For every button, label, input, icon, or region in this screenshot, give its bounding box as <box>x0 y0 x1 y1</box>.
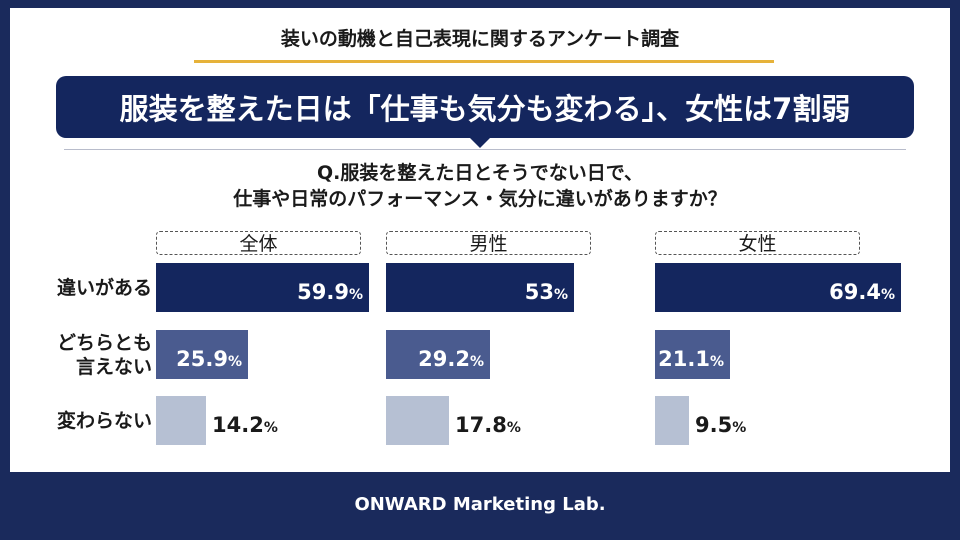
bar <box>156 330 248 379</box>
headline-pointer <box>468 136 492 148</box>
bar-value-label: 9.5% <box>695 410 746 443</box>
bar-value: 14.2 <box>212 412 264 437</box>
bar <box>386 263 574 312</box>
row-label-line: どちらとも <box>56 331 152 354</box>
bar <box>655 263 901 312</box>
question-text: Q.服装を整えた日とそうでない日で、 仕事や日常のパフォーマンス・気分に違いがあ… <box>0 160 960 212</box>
group-header-1: 男性 <box>386 231 591 255</box>
question-line-2: 仕事や日常のパフォーマンス・気分に違いがありますか？ <box>233 188 727 210</box>
bar-value: 29.2 <box>418 346 470 371</box>
headline-text: 服装を整えた日は「仕事も気分も変わる」、女性は7割弱 <box>119 92 851 126</box>
question-line-1: Q.服装を整えた日とそうでない日で、 <box>316 162 644 184</box>
bar-value-label: 21.1% <box>658 344 724 377</box>
bar-value: 21.1 <box>658 346 710 371</box>
bar <box>156 396 206 445</box>
title-underline <box>194 60 774 63</box>
bar <box>655 330 730 379</box>
percent-unit: % <box>732 419 747 436</box>
bar <box>386 330 490 379</box>
row-label-line: 違いがある <box>56 276 152 299</box>
bar-value-label: 59.9% <box>297 277 363 310</box>
percent-unit: % <box>263 419 278 436</box>
bar <box>156 263 369 312</box>
bar-value: 53 <box>524 279 554 304</box>
bar-value: 9.5 <box>695 412 733 437</box>
bar-value-label: 25.9% <box>176 344 242 377</box>
percent-unit: % <box>227 353 242 370</box>
percent-unit: % <box>469 353 484 370</box>
bar <box>386 396 449 445</box>
footer-brand: ONWARD Marketing Lab. <box>354 494 606 515</box>
bar-value-label: 17.8% <box>455 410 521 443</box>
bar-value-label: 14.2% <box>212 410 278 443</box>
headline-banner: 服装を整えた日は「仕事も気分も変わる」、女性は7割弱 <box>56 76 914 138</box>
bar-value-label: 53% <box>525 277 568 310</box>
bar-value: 59.9 <box>297 279 349 304</box>
bar-value: 25.9 <box>176 346 228 371</box>
percent-unit: % <box>553 286 568 303</box>
survey-title: 装いの動機と自己表現に関するアンケート調査 <box>280 28 680 50</box>
percent-unit: % <box>880 286 895 303</box>
percent-unit: % <box>506 419 521 436</box>
bar-value-label: 29.2% <box>418 344 484 377</box>
row-label-2: 変わらない <box>57 409 152 433</box>
row-label-line: 変わらない <box>56 409 152 432</box>
group-header-2: 女性 <box>655 231 860 255</box>
group-header-0: 全体 <box>156 231 361 255</box>
row-label-line: 言えない <box>75 355 152 378</box>
row-label-1: どちらとも 言えない <box>57 331 152 379</box>
bar-value-label: 69.4% <box>829 277 895 310</box>
divider-line <box>64 149 906 150</box>
row-label-0: 違いがある <box>57 276 152 300</box>
bar-value: 17.8 <box>455 412 507 437</box>
percent-unit: % <box>348 286 363 303</box>
bar-value: 69.4 <box>829 279 881 304</box>
bar <box>655 396 689 445</box>
percent-unit: % <box>709 353 724 370</box>
